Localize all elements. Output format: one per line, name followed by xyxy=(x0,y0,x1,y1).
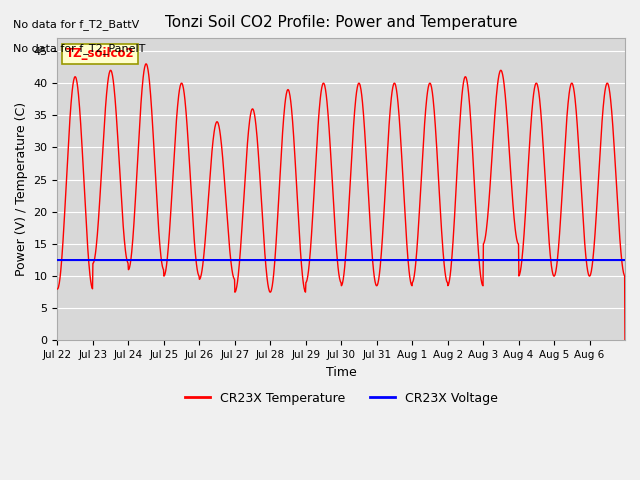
Title: Tonzi Soil CO2 Profile: Power and Temperature: Tonzi Soil CO2 Profile: Power and Temper… xyxy=(165,15,518,30)
Legend: CR23X Temperature, CR23X Voltage: CR23X Temperature, CR23X Voltage xyxy=(180,387,503,410)
X-axis label: Time: Time xyxy=(326,366,356,379)
Y-axis label: Power (V) / Temperature (C): Power (V) / Temperature (C) xyxy=(15,102,28,276)
Text: TZ_soilco2: TZ_soilco2 xyxy=(66,47,134,60)
Text: No data for f_T2_BattV: No data for f_T2_BattV xyxy=(13,19,139,30)
Text: No data for f_T2_PanelT: No data for f_T2_PanelT xyxy=(13,43,145,54)
